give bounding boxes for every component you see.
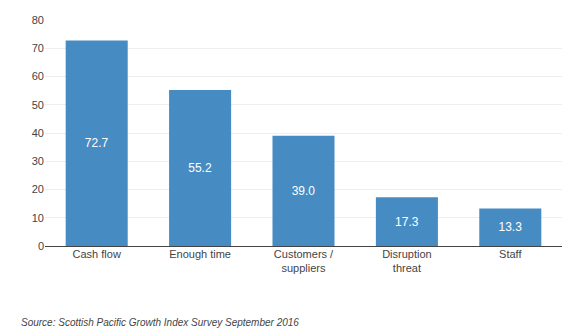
svg-text:Disruptionthreat: Disruptionthreat: [382, 248, 432, 274]
svg-text:40: 40: [32, 127, 44, 139]
svg-text:60: 60: [32, 70, 44, 82]
svg-text:39.0: 39.0: [292, 184, 316, 198]
svg-text:20: 20: [32, 183, 44, 195]
svg-text:13.3: 13.3: [498, 220, 522, 234]
svg-text:70: 70: [32, 42, 44, 54]
svg-text:50: 50: [32, 99, 44, 111]
svg-text:Customers /suppliers: Customers /suppliers: [274, 248, 334, 274]
svg-text:72.7: 72.7: [85, 136, 109, 150]
svg-text:Enough time: Enough time: [169, 248, 231, 260]
svg-text:80: 80: [32, 14, 44, 26]
svg-text:Cash flow: Cash flow: [73, 248, 121, 260]
svg-text:55.2: 55.2: [188, 161, 212, 175]
svg-text:0: 0: [38, 240, 44, 252]
svg-text:Source: Scottish Pacific Growt: Source: Scottish Pacific Growth Index Su…: [21, 317, 299, 328]
svg-text:17.3: 17.3: [395, 215, 419, 229]
svg-text:30: 30: [32, 155, 44, 167]
svg-text:Staff: Staff: [499, 248, 522, 260]
svg-text:10: 10: [32, 212, 44, 224]
